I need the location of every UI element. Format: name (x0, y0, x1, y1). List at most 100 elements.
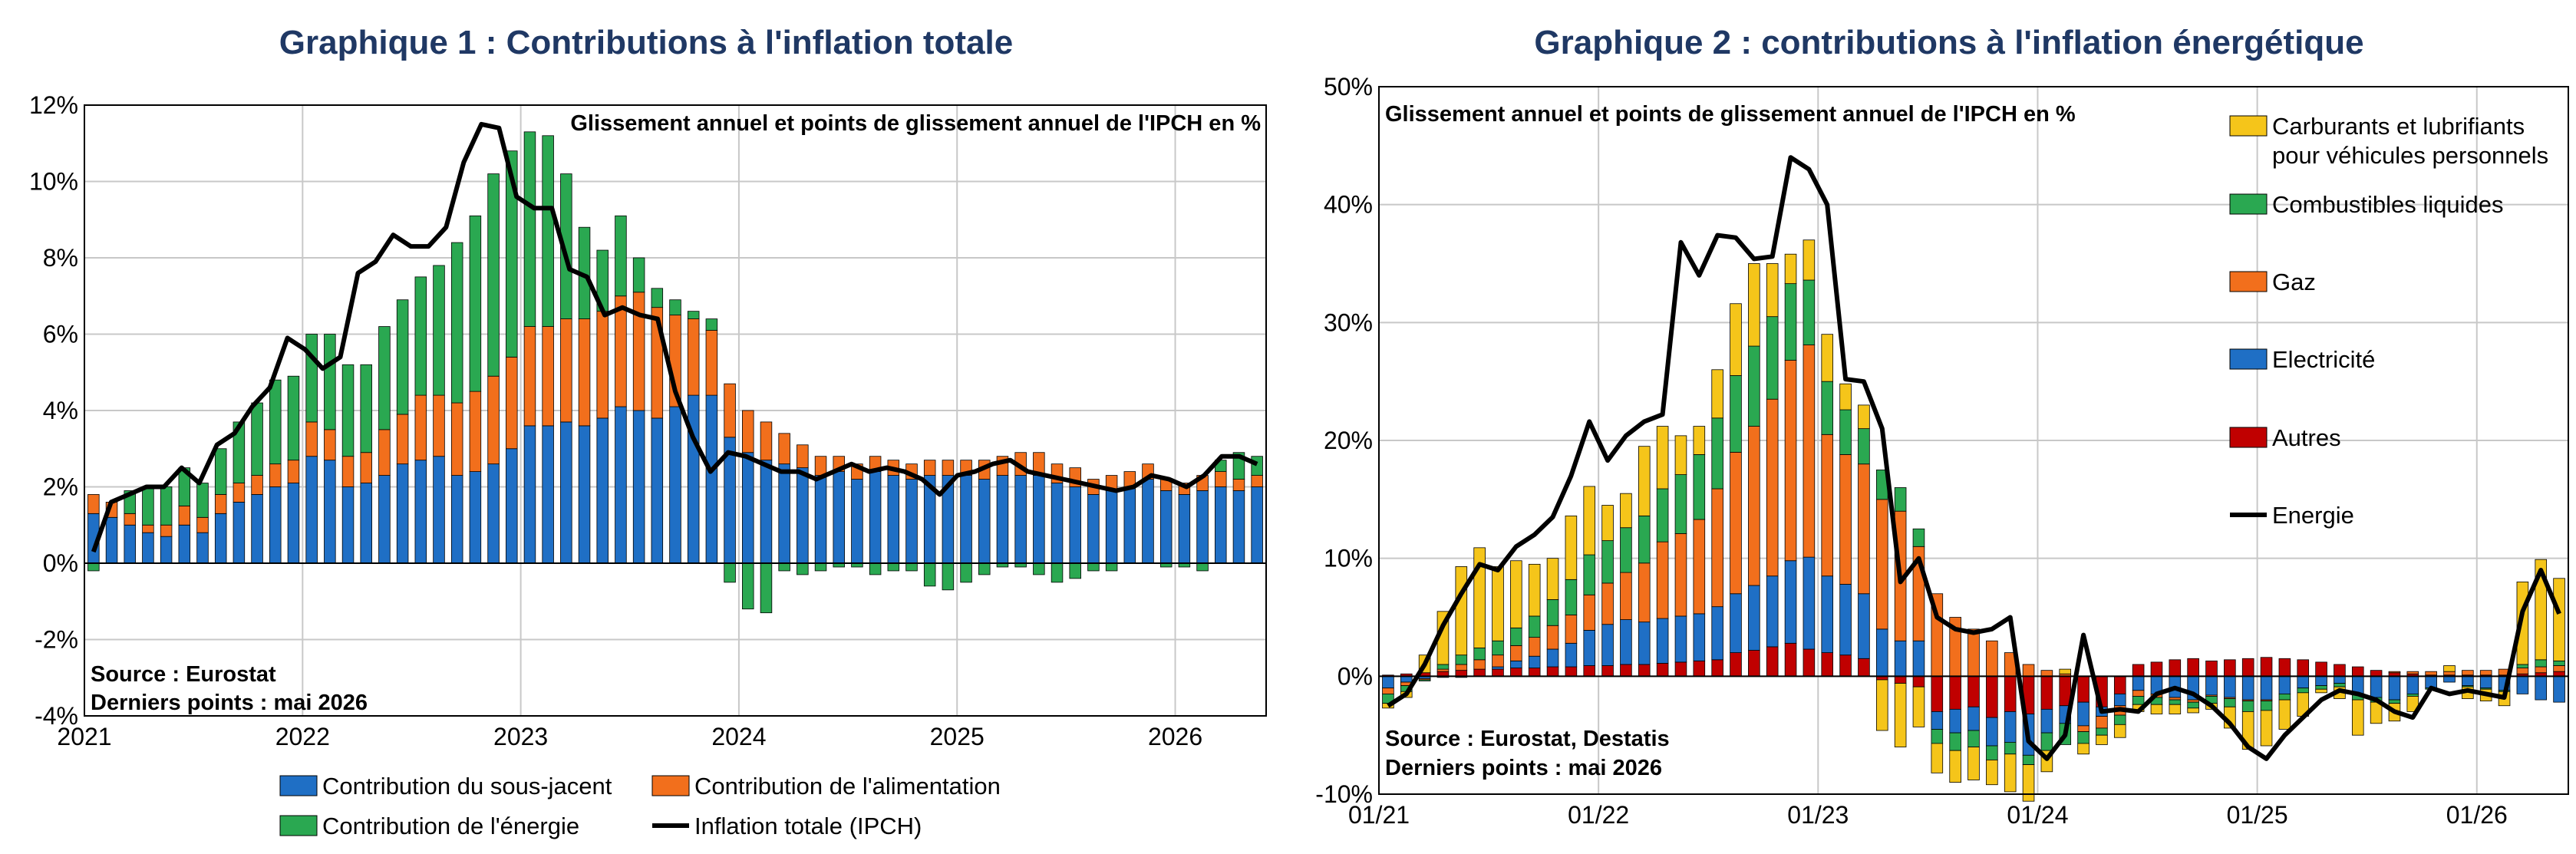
bar-segment (233, 502, 246, 564)
bar-segment (2004, 741, 2017, 755)
bar-segment (2315, 675, 2327, 687)
bar-segment (1215, 471, 1227, 487)
bar-segment (1251, 486, 1263, 564)
bar-segment (233, 483, 246, 503)
bar-segment (1693, 660, 1706, 677)
bar-segment (2187, 658, 2199, 677)
bar-segment (742, 452, 754, 564)
bar-segment (1656, 618, 1669, 664)
chart-1-x-tick-labels: 2021 2022 2023 2024 2025 2026 (57, 723, 1202, 750)
bar-segment (506, 150, 518, 358)
bar-segment (1839, 383, 1852, 411)
bar-segment (1528, 637, 1541, 657)
bar-segment (1784, 560, 1797, 644)
bar-segment (160, 536, 173, 564)
bar-segment (615, 215, 627, 297)
bar-segment (2278, 693, 2291, 701)
bar-segment (742, 562, 754, 610)
bar-segment (2260, 657, 2273, 677)
bar-segment (705, 318, 718, 331)
legend-label: Electricité (2272, 346, 2375, 373)
bar-segment (1858, 404, 1870, 430)
bar-segment (1784, 253, 1797, 285)
bar-segment (1638, 446, 1651, 516)
legend-swatch (2229, 427, 2268, 448)
bar-segment (1510, 560, 1522, 628)
chart-1-legend: Contribution du sous-jacent Contribution … (279, 773, 1001, 839)
bar-segment (1656, 488, 1669, 542)
bar-segment (2443, 665, 2456, 672)
legend-swatch (651, 775, 690, 796)
bar-segment (196, 532, 209, 564)
bar-segment (2260, 701, 2273, 711)
bar-segment (1455, 566, 1468, 656)
bar-segment (1693, 454, 1706, 520)
bar-segment (287, 375, 300, 461)
bar-segment (1784, 642, 1797, 677)
bar-segment (2553, 578, 2565, 661)
bar-segment (1821, 334, 1834, 382)
bar-segment (1510, 668, 1522, 677)
bar-segment (2479, 675, 2492, 689)
chart-2-plot-border (1378, 86, 2569, 795)
bar-segment (269, 463, 282, 487)
bar-segment (2278, 699, 2291, 730)
bar-segment (1674, 435, 1687, 475)
bar-segment (651, 417, 664, 564)
bar-segment (1766, 575, 1779, 648)
bar-segment (1069, 562, 1081, 579)
bar-segment (2553, 675, 2565, 703)
bar-segment (560, 421, 572, 564)
bar-segment (1051, 483, 1064, 564)
bar-segment (1528, 563, 1541, 617)
bar-segment (1803, 279, 1816, 345)
bar-segment (160, 524, 173, 537)
bar-segment (1251, 456, 1263, 476)
bar-segment (2351, 699, 2364, 736)
bar-segment (1492, 566, 1504, 641)
bar-segment (324, 460, 336, 564)
bar-segment (1583, 594, 1596, 631)
bar-segment (2113, 675, 2126, 694)
bar-segment (360, 483, 372, 564)
bar-segment (1400, 675, 1413, 683)
bar-segment (2370, 701, 2383, 724)
chart-2-subtitle: Glissement annuel et points de glissemen… (1385, 102, 2076, 127)
bar-segment (1473, 648, 1486, 661)
bar-segment (1196, 490, 1209, 564)
bar-segment (1839, 409, 1852, 455)
bar-segment (851, 479, 863, 564)
bar-segment (2187, 707, 2199, 714)
bar-segment (869, 471, 882, 564)
bar-segment (1748, 426, 1760, 586)
bar-segment (705, 394, 718, 564)
bar-segment (2406, 675, 2419, 694)
bar-segment (2040, 675, 2053, 710)
bar-segment (1014, 475, 1027, 564)
bar-segment (578, 425, 591, 564)
bar-segment (978, 479, 991, 564)
bar-segment (2022, 754, 2035, 765)
bar-segment (1839, 584, 1852, 656)
bar-segment (1492, 668, 1504, 677)
bar-segment (1766, 263, 1779, 318)
y-tick-label: 12% (29, 91, 78, 119)
bar-segment (632, 292, 645, 411)
bar-segment (1674, 474, 1687, 534)
bar-segment (1583, 630, 1596, 666)
bar-segment (942, 460, 955, 476)
bar-segment (378, 326, 391, 430)
bar-segment (178, 505, 191, 526)
bar-segment (341, 364, 355, 457)
bar-segment (2169, 697, 2182, 701)
bar-segment (1894, 683, 1907, 747)
bar-segment (560, 318, 572, 423)
bar-segment (341, 486, 355, 564)
bar-segment (2297, 659, 2310, 677)
bar-segment (2241, 701, 2254, 712)
chart-2-y-tick-labels: -10% 0% 10% 20% 30% 40% 50% (1315, 73, 1373, 808)
bar-segment (414, 460, 427, 564)
chart-2-line (1387, 155, 2561, 761)
bar-segment (1894, 640, 1907, 677)
